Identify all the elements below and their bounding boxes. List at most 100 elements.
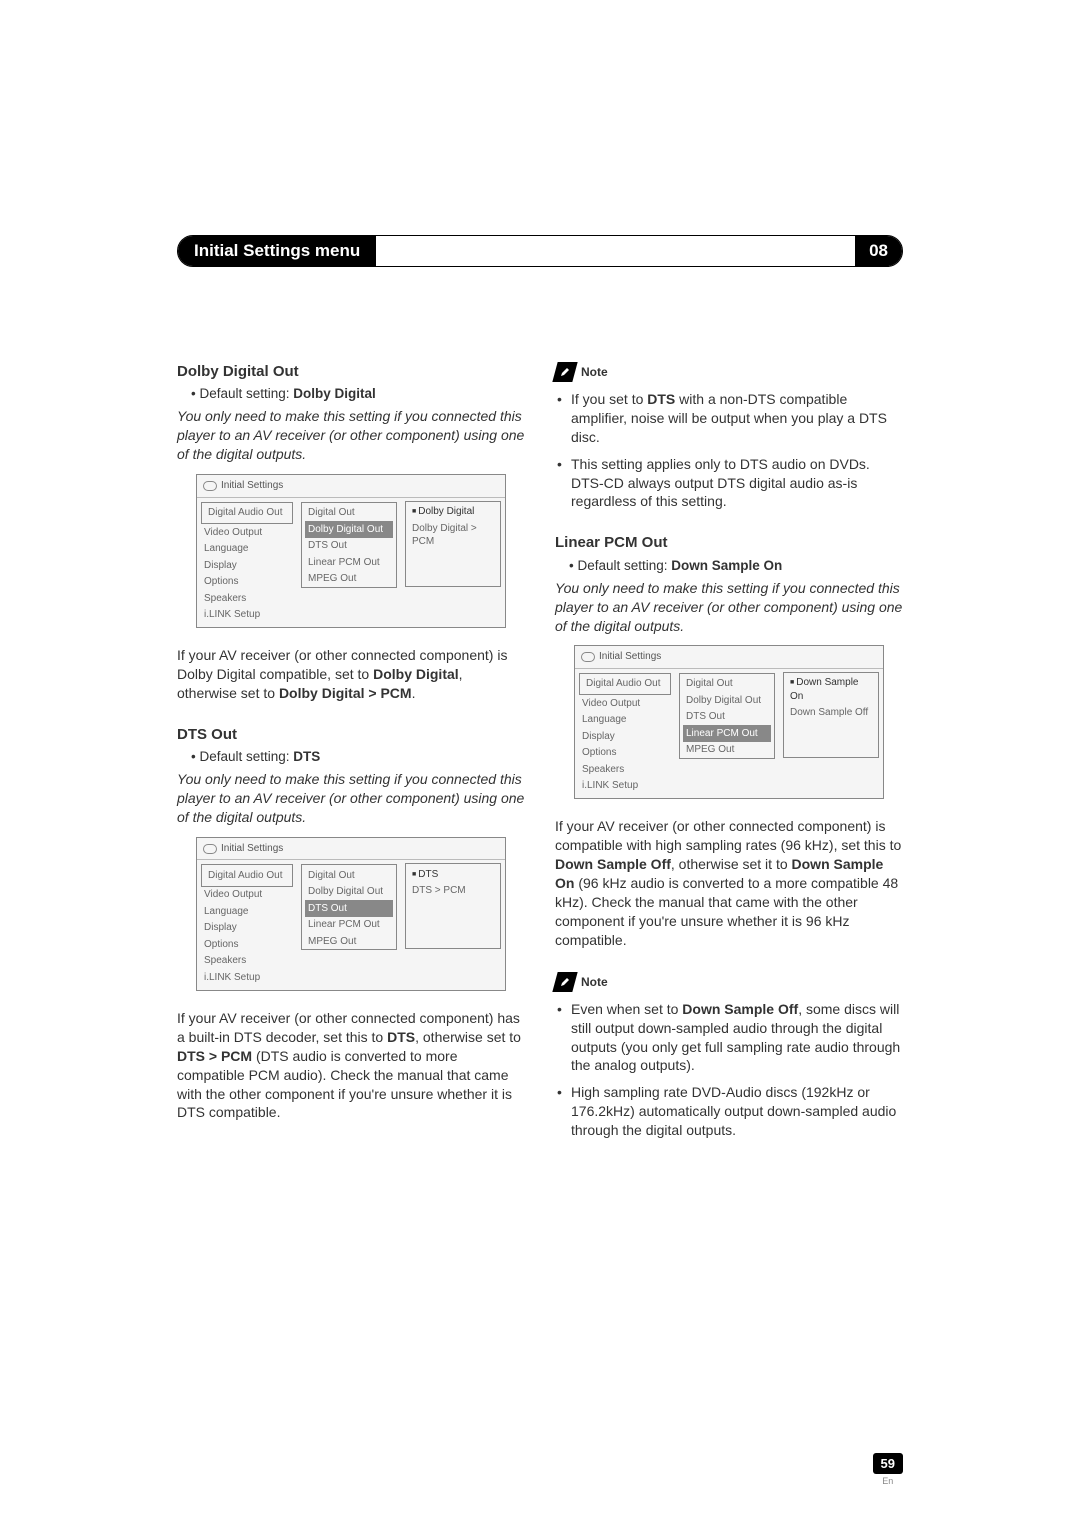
menu-c1-2: Language	[201, 541, 293, 558]
menu-dolby: Initial Settings Digital Audio Out Video…	[196, 474, 506, 628]
menu-body: Digital Audio Out Video Output Language …	[575, 669, 883, 799]
pencil-icon	[552, 362, 577, 382]
menu-c3-0: Dolby Digital	[409, 504, 497, 521]
menu-col3-box: DTS DTS > PCM	[405, 863, 501, 949]
menu-c2-0: Digital Out	[683, 676, 771, 693]
dolby-default-prefix: • Default setting:	[191, 386, 293, 401]
menu-c1-6: i.LINK Setup	[579, 778, 671, 795]
note1-list: If you set to DTS with a non-DTS compati…	[555, 390, 903, 511]
note1-li1: If you set to DTS with a non-DTS compati…	[555, 390, 903, 447]
header-bar: Initial Settings menu 08	[177, 235, 903, 267]
note2-li1: Even when set to Down Sample Off, some d…	[555, 1000, 903, 1076]
menu-c1-1: Video Output	[201, 887, 293, 904]
menu-c1-5: Speakers	[579, 761, 671, 778]
menu-c1-6: i.LINK Setup	[201, 607, 293, 624]
header-pill: Initial Settings menu 08	[177, 235, 903, 267]
lpcm-default: • Default setting: Down Sample On	[569, 557, 903, 575]
menu-c2-2: DTS Out	[683, 709, 771, 726]
left-column: Dolby Digital Out • Default setting: Dol…	[177, 362, 525, 1162]
menu-c2-sel: DTS Out	[305, 900, 393, 917]
menu-c2-sel: Linear PCM Out	[683, 725, 771, 742]
cloud-icon	[203, 481, 217, 491]
menu-title-row: Initial Settings	[197, 475, 505, 498]
cloud-icon	[581, 652, 595, 662]
menu-title-row: Initial Settings	[197, 838, 505, 861]
n1l1-b: DTS	[647, 391, 675, 407]
section-lpcm: Linear PCM Out • Default setting: Down S…	[555, 533, 903, 949]
menu-c2-4: MPEG Out	[305, 571, 393, 588]
menu-title: Initial Settings	[221, 479, 283, 493]
dolby-body: If your AV receiver (or other connected …	[177, 646, 525, 703]
menu-c2-0: Digital Out	[305, 505, 393, 522]
lpcm-body: If your AV receiver (or other connected …	[555, 817, 903, 949]
section-dolby: Dolby Digital Out • Default setting: Dol…	[177, 362, 525, 703]
menu-c2-4: MPEG Out	[683, 742, 771, 759]
n2l1-b: Down Sample Off	[682, 1001, 798, 1017]
dolby-heading: Dolby Digital Out	[177, 362, 525, 382]
menu-c1-5: Speakers	[201, 953, 293, 970]
dolby-default-value: Dolby Digital	[293, 386, 376, 401]
dolby-body-post: .	[412, 685, 416, 701]
cloud-icon	[203, 844, 217, 854]
dolby-body-b1: Dolby Digital	[373, 666, 459, 682]
menu-col2: Digital Out Dolby Digital Out DTS Out Li…	[297, 860, 401, 990]
menu-lpcm: Initial Settings Digital Audio Out Video…	[574, 645, 884, 799]
lpcm-body-b1: Down Sample Off	[555, 856, 671, 872]
note2-list: Even when set to Down Sample Off, some d…	[555, 1000, 903, 1140]
note2-section: Note Even when set to Down Sample Off, s…	[555, 972, 903, 1140]
dts-body: If your AV receiver (or other connected …	[177, 1009, 525, 1122]
lpcm-italic: You only need to make this setting if yo…	[555, 579, 903, 636]
menu-c1-0: Digital Audio Out	[205, 867, 289, 884]
dts-body-b1: DTS	[387, 1029, 415, 1045]
dts-default-value: DTS	[293, 749, 320, 764]
dts-default: • Default setting: DTS	[191, 748, 525, 766]
menu-c2-sel: Dolby Digital Out	[305, 521, 393, 538]
menu-c1-3: Display	[201, 920, 293, 937]
right-column: Note If you set to DTS with a non-DTS co…	[555, 362, 903, 1162]
menu-c1-3: Display	[579, 728, 671, 745]
menu-dts: Initial Settings Digital Audio Out Video…	[196, 837, 506, 991]
menu-c1-4: Options	[201, 574, 293, 591]
menu-body: Digital Audio Out Video Output Language …	[197, 860, 505, 990]
note-header: Note	[555, 362, 903, 382]
note1-section: Note If you set to DTS with a non-DTS co…	[555, 362, 903, 511]
note2-li2: High sampling rate DVD-Audio discs (192k…	[555, 1083, 903, 1140]
menu-c1-2: Language	[579, 712, 671, 729]
menu-c3-0: Down Sample On	[787, 675, 875, 705]
menu-c3-1: Down Sample Off	[787, 705, 875, 722]
menu-col1: Digital Audio Out Video Output Language …	[197, 498, 297, 628]
menu-title: Initial Settings	[221, 842, 283, 856]
menu-col3: DTS DTS > PCM	[401, 860, 505, 990]
menu-c1-6: i.LINK Setup	[201, 969, 293, 986]
dts-italic: You only need to make this setting if yo…	[177, 770, 525, 827]
menu-c2-2: DTS Out	[305, 538, 393, 555]
lpcm-body-post: (96 kHz audio is converted to a more com…	[555, 875, 898, 948]
menu-c1-0: Digital Audio Out	[205, 505, 289, 522]
menu-col2-box: Digital Out Dolby Digital Out DTS Out Li…	[679, 673, 775, 759]
dts-heading: DTS Out	[177, 725, 525, 745]
dolby-default: • Default setting: Dolby Digital	[191, 385, 525, 403]
menu-body: Digital Audio Out Video Output Language …	[197, 498, 505, 628]
menu-c1-3: Display	[201, 557, 293, 574]
menu-title: Initial Settings	[599, 650, 661, 664]
menu-c3-1: Dolby Digital > PCM	[409, 520, 497, 550]
note-label: Note	[581, 364, 608, 380]
note1-li2: This setting applies only to DTS audio o…	[555, 455, 903, 512]
lpcm-default-prefix: • Default setting:	[569, 558, 671, 573]
dts-default-prefix: • Default setting:	[191, 749, 293, 764]
menu-col2-box: Digital Out Dolby Digital Out DTS Out Li…	[301, 864, 397, 950]
dolby-italic: You only need to make this setting if yo…	[177, 407, 525, 464]
menu-c1-1: Video Output	[201, 524, 293, 541]
note-header: Note	[555, 972, 903, 992]
menu-col2: Digital Out Dolby Digital Out DTS Out Li…	[675, 669, 779, 799]
content-columns: Dolby Digital Out • Default setting: Dol…	[177, 362, 903, 1162]
header-number: 08	[855, 236, 902, 266]
menu-col1-box: Digital Audio Out	[201, 502, 293, 525]
pencil-icon	[552, 972, 577, 992]
menu-c2-1: Dolby Digital Out	[305, 884, 393, 901]
lpcm-default-value: Down Sample On	[671, 558, 782, 573]
lpcm-heading: Linear PCM Out	[555, 533, 903, 553]
menu-col1: Digital Audio Out Video Output Language …	[197, 860, 297, 990]
dts-body-b2: DTS > PCM	[177, 1048, 252, 1064]
lpcm-body-pre: If your AV receiver (or other connected …	[555, 818, 901, 853]
